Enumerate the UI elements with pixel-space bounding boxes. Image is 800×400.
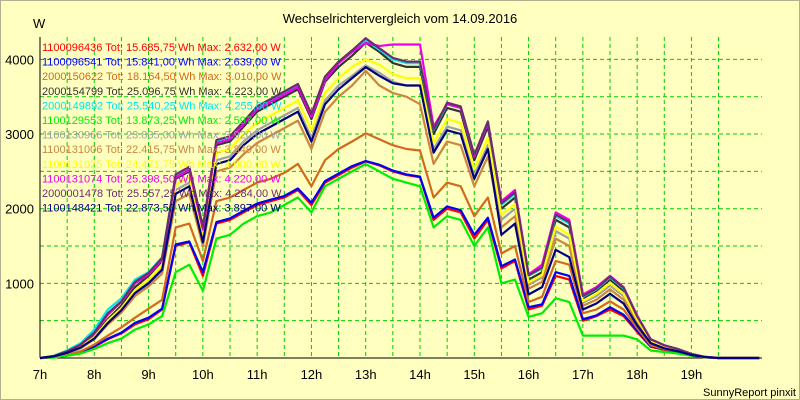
series-line-1100148421 (39, 65, 760, 360)
y-axis-label: W (33, 16, 46, 31)
legend-entry-1100129553: 1100129553 Tot: 13.873,25 Wh Max: 2.597,… (42, 115, 281, 127)
y-tick-label: 4000 (5, 52, 34, 67)
credit-label: SunnyReport pinxit (703, 387, 796, 399)
legend-entry-1100096541: 1100096541 Tot: 15.841,00 Wh Max: 2.639,… (42, 57, 281, 69)
x-tick-label: 10h (192, 367, 214, 382)
x-tick-label: 17h (572, 367, 594, 382)
x-tick-label: 8h (87, 367, 101, 382)
x-tick-label: 11h (247, 367, 268, 382)
legend-entry-1100130966: 1100130966 Tot: 23.835,00 Wh Max: 3.920,… (42, 130, 281, 142)
legend-entry-1100096436: 1100096436 Tot: 15.685,75 Wh Max: 2.632,… (42, 42, 281, 54)
series-line-1100131006 (39, 69, 760, 360)
series-line-1100131025 (39, 58, 760, 360)
x-tick-label: 15h (463, 367, 485, 382)
y-tick-label: 2000 (5, 202, 34, 217)
x-tick-label: 9h (141, 367, 155, 382)
legend-entry-2000150622: 2000150622 Tot: 18.164,50 Wh Max: 3.010,… (42, 71, 282, 83)
x-tick-label: 14h (409, 367, 431, 382)
x-tick-label: 16h (518, 367, 540, 382)
x-tick-label: 7h (33, 367, 47, 382)
legend-entry-2000154799: 2000154799 Tot: 25.096,75 Wh Max: 4.223,… (42, 86, 282, 98)
x-tick-label: 18h (626, 367, 648, 382)
series-line-1100096541 (39, 159, 760, 360)
series-line-2000001478 (39, 37, 760, 360)
series-line-2000150622 (39, 132, 760, 360)
legend-entry-1100131074: 1100131074 Tot: 25.398,50 Wh Max: 4.220,… (42, 173, 281, 185)
chart-title: Wechselrichtervergleich vom 14.09.2016 (283, 11, 518, 26)
x-tick-label: 12h (301, 367, 323, 382)
legend-entry-1100131006: 1100131006 Tot: 22.415,75 Wh Max: 3.849,… (42, 144, 281, 156)
legend-entry-1100148421: 1100148421 Tot: 22.873,50 Wh Max: 3.897,… (42, 203, 281, 215)
legend-entry-1100131025: 1100131025 Tot: 24.471,75 Wh Max: 4.000,… (42, 159, 281, 171)
legend-entry-2000001478: 2000001478 Tot: 25.557,25 Wh Max: 4.284,… (42, 188, 282, 200)
series-line-1100129553 (39, 163, 760, 360)
x-tick-label: 13h (355, 367, 377, 382)
legend-entry-2000149892: 2000149892 Tot: 25.540,25 Wh Max: 4.255,… (42, 100, 282, 112)
y-tick-label: 3000 (5, 127, 34, 142)
x-tick-label: 19h (681, 367, 703, 382)
y-tick-label: 1000 (5, 276, 34, 291)
